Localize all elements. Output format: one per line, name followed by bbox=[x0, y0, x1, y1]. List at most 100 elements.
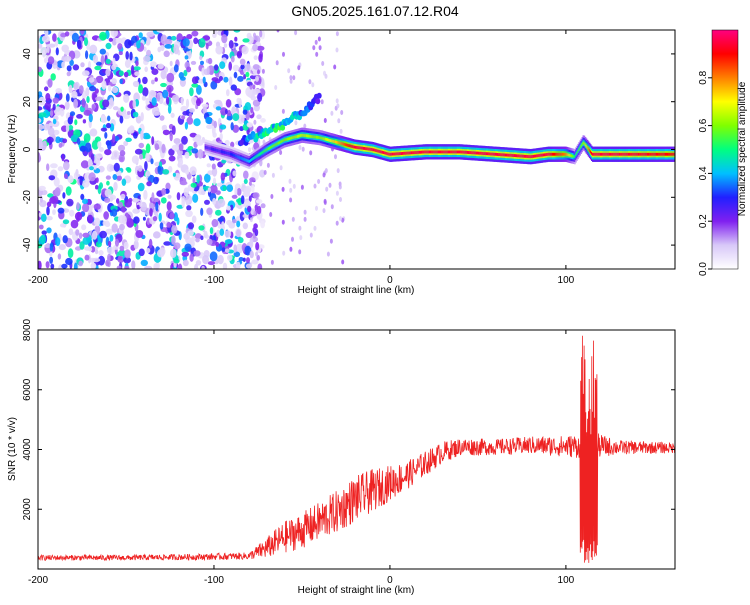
spectrogram-noise-cell bbox=[153, 216, 157, 221]
spectrogram-noise-cell bbox=[256, 114, 261, 119]
spectrogram-noise-cell bbox=[204, 231, 208, 239]
spectrogram-noise-cell bbox=[208, 187, 211, 192]
spectrogram-noise-cell bbox=[74, 263, 78, 273]
spectrogram-noise-cell bbox=[85, 50, 88, 59]
spectrogram-noise-cell bbox=[315, 52, 318, 57]
spectrogram-noise-cell bbox=[84, 133, 91, 142]
spectrogram-noise-cell bbox=[289, 198, 292, 203]
spectrogram-noise-cell bbox=[117, 43, 122, 50]
spectrogram-noise-cell bbox=[61, 45, 69, 53]
spectrogram-noise-cell bbox=[106, 175, 111, 179]
spectrogram-noise-cell bbox=[80, 62, 84, 67]
spectrogram-noise-cell bbox=[225, 249, 230, 253]
spectrogram-noise-cell bbox=[168, 87, 171, 96]
spectrogram-noise-cell bbox=[253, 223, 258, 229]
spectrogram-noise-cell bbox=[122, 179, 127, 186]
spectrogram-noise-cell bbox=[309, 150, 312, 155]
spectrogram-noise-cell bbox=[257, 264, 262, 272]
spectrogram-noise-cell bbox=[155, 202, 158, 211]
spectrogram-noise-cell bbox=[339, 185, 342, 190]
spectrogram-noise-cell bbox=[341, 260, 344, 265]
spectrogram-noise-cell bbox=[138, 183, 145, 192]
spectrogram-noise-cell bbox=[317, 179, 320, 184]
spectrogram-noise-cell bbox=[152, 97, 157, 106]
spectrogram-noise-cell bbox=[133, 112, 139, 118]
spectrogram-noise-cell bbox=[141, 112, 144, 121]
spectrogram-noise-cell bbox=[167, 201, 172, 210]
spectrogram-noise-cell bbox=[144, 161, 148, 171]
spectrogram-noise-cell bbox=[260, 221, 265, 229]
spectrogram-noise-cell bbox=[314, 184, 317, 189]
spectrogram-noise-cell bbox=[167, 195, 171, 199]
spectrogram-noise-cell bbox=[217, 183, 223, 187]
spectrogram-noise-cell bbox=[92, 231, 97, 240]
spectrogram-noise-cell bbox=[243, 171, 249, 180]
spectrogram-noise-cell bbox=[53, 119, 57, 124]
spectrogram-noise-cell bbox=[166, 96, 169, 104]
spectrogram-noise-cell bbox=[93, 165, 97, 170]
spectrogram-noise-cell bbox=[66, 199, 73, 207]
spectrogram-noise-cell bbox=[155, 77, 158, 82]
spectrogram-noise-cell bbox=[189, 108, 195, 113]
colorbar-tick-label: 0.4 bbox=[698, 166, 709, 180]
spectrogram-noise-cell bbox=[236, 221, 240, 228]
spectrogram-noise-cell bbox=[115, 239, 119, 247]
spectrogram-noise-cell bbox=[179, 143, 184, 151]
spectrogram-noise-cell bbox=[196, 98, 201, 106]
spectrogram-noise-cell bbox=[215, 210, 222, 216]
spectrogram-noise-cell bbox=[151, 192, 154, 202]
spectrogram-noise-cell bbox=[282, 251, 285, 256]
spectrogram-noise-cell bbox=[63, 161, 70, 170]
spectrogram-noise-cell bbox=[82, 233, 89, 238]
spectrogram-noise-cell bbox=[203, 77, 206, 84]
spectrogram-noise-cell bbox=[157, 94, 161, 102]
spectrogram-noise-cell bbox=[135, 149, 143, 155]
spectrogram-noise-cell bbox=[114, 163, 120, 172]
spectrogram-noise-cell bbox=[325, 74, 328, 79]
spectrogram-noise-cell bbox=[189, 87, 194, 96]
spectrogram-noise-cell bbox=[93, 55, 98, 64]
spectrogram-noise-cell bbox=[251, 96, 257, 101]
spectrogram-noise-cell bbox=[250, 251, 254, 259]
spectrogram-noise-cell bbox=[65, 31, 69, 36]
spectrogram-noise-cell bbox=[276, 60, 279, 65]
spectrogram-noise-cell bbox=[86, 96, 89, 103]
spectrogram-noise-cell bbox=[35, 106, 42, 110]
spectrogram-noise-cell bbox=[133, 66, 141, 70]
spectrogram-noise-cell bbox=[135, 230, 143, 238]
spectrogram-noise-cell bbox=[81, 98, 85, 108]
spectrogram-noise-cell bbox=[67, 72, 71, 77]
spectrogram-noise-cell bbox=[223, 77, 228, 83]
spectrogram-noise-cell bbox=[145, 135, 151, 139]
spectrogram-noise-cell bbox=[164, 51, 170, 58]
spectrogram-noise-cell bbox=[304, 210, 307, 215]
spectrogram-noise-cell bbox=[226, 220, 232, 225]
spectrogram-noise-cell bbox=[270, 194, 273, 199]
spectrogram-noise-cell bbox=[149, 239, 153, 249]
spectrogram-noise-cell bbox=[50, 110, 53, 117]
spectrogram-noise-cell bbox=[170, 61, 173, 67]
spectrogram-noise-cell bbox=[212, 198, 216, 205]
spectrogram-noise-cell bbox=[282, 220, 285, 225]
spectrogram-noise-cell bbox=[198, 225, 204, 230]
spectrogram-noise-cell bbox=[289, 188, 292, 193]
spectrogram-noise-cell bbox=[174, 138, 181, 144]
spectrogram-noise-cell bbox=[136, 40, 141, 48]
spectrogram-noise-cell bbox=[182, 252, 189, 257]
spectrogram-noise-cell bbox=[75, 229, 79, 236]
spectrogram-noise-cell bbox=[39, 112, 47, 117]
spectrogram-noise-cell bbox=[236, 98, 240, 103]
y-tick-label: 8000 bbox=[22, 318, 33, 341]
spectrogram-noise-cell bbox=[59, 143, 63, 148]
colorbar-ticks: 0.0 0.2 0.4 0.6 0.8 bbox=[698, 70, 712, 276]
spectrogram-noise-cell bbox=[160, 115, 165, 121]
spectrogram-noise-cell bbox=[50, 242, 53, 251]
y-tick-label: 4000 bbox=[22, 438, 33, 461]
spectrogram-noise-cell bbox=[153, 177, 159, 184]
spectrogram-noise-cell bbox=[125, 51, 129, 60]
spectrogram-noise-cell bbox=[253, 192, 260, 198]
spectrogram-noise-cell bbox=[196, 139, 203, 146]
spectrogram-noise-cell bbox=[245, 72, 249, 77]
